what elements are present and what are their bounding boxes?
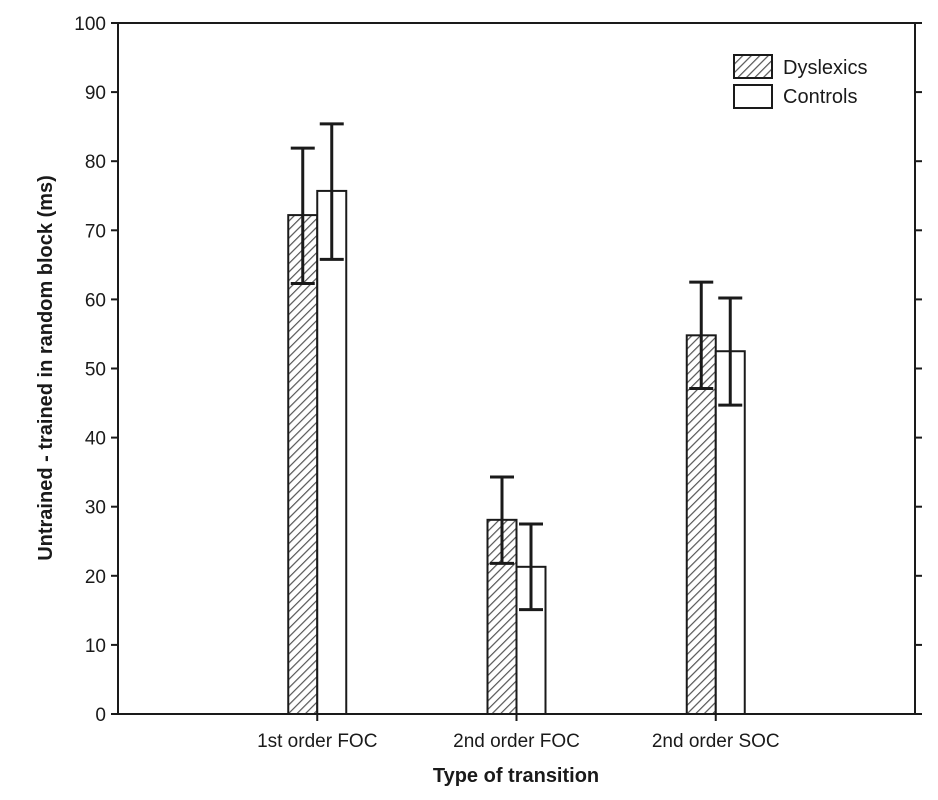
bar-dyslexics-0 [287,214,319,716]
x-tick-label: 1st order FOC [257,731,377,752]
y-tick-label: 30 [85,498,106,519]
error-bars [290,122,743,612]
y-tick-label: 0 [95,705,106,726]
legend-label-controls: Controls [783,86,857,108]
legend-swatch-dyslexics [733,54,773,79]
bar-controls-0 [316,189,348,715]
y-tick-label: 60 [85,290,106,311]
x-axis: 1st order FOC 2nd order FOC 2nd order SOC [257,714,780,752]
y-tick-label: 50 [85,360,106,381]
x-tick-label: 2nd order SOC [652,731,780,752]
y-tick-label: 80 [85,152,106,173]
x-tick-label: 2nd order FOC [453,731,580,752]
legend-label-dyslexics: Dyslexics [783,57,867,79]
bar-controls-2 [714,350,746,715]
bars [287,189,746,716]
y-tick-label: 90 [85,83,106,104]
x-axis-title: Type of transition [433,765,599,787]
bar-dyslexics-2 [685,334,717,715]
y-tick-label: 70 [85,221,106,242]
y-axis-title: Untrained - trained in random block (ms) [35,175,57,561]
y-axis: 0 10 20 30 40 50 60 70 80 90 100 [74,14,922,726]
y-tick-label: 10 [85,636,106,657]
y-tick-label: 40 [85,429,106,450]
y-tick-label: 20 [85,567,106,588]
legend-swatch-controls [733,84,773,109]
legend: Dyslexics Controls [733,54,867,109]
y-tick-label: 100 [74,14,106,35]
